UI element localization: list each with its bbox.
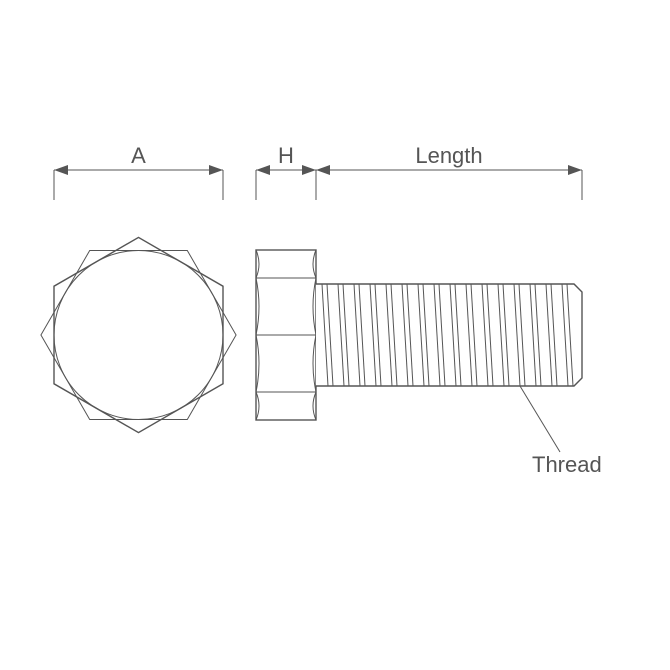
dim-label-length: Length	[415, 143, 482, 168]
dim-label-a: A	[131, 143, 146, 168]
hex-head-chamfer-circle	[54, 251, 223, 420]
hex-head-front	[54, 237, 223, 432]
hex-bolt-diagram: A H Length Thread	[0, 0, 670, 670]
thread-label: Thread	[532, 452, 602, 477]
hex-head-front-alt	[41, 251, 236, 420]
thread-leader	[520, 386, 560, 452]
dim-label-h: H	[278, 143, 294, 168]
bolt-shaft	[316, 284, 582, 386]
